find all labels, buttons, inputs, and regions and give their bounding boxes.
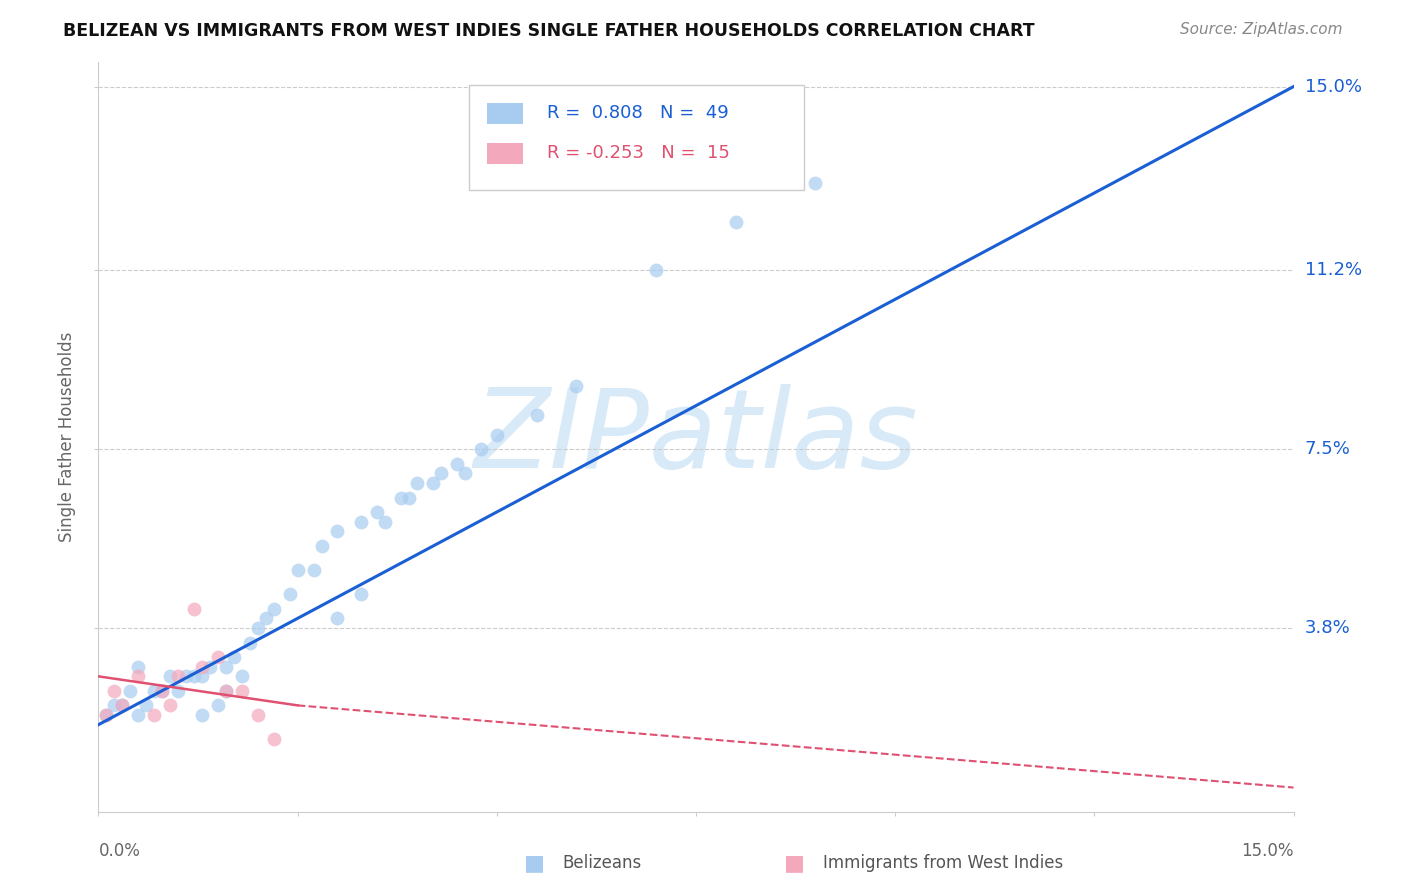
Point	[398, 491, 420, 505]
Point	[422, 475, 444, 490]
Point	[207, 650, 229, 665]
Point	[215, 684, 238, 698]
Point	[724, 215, 747, 229]
Point	[326, 611, 349, 625]
Point	[254, 611, 277, 625]
Point	[430, 467, 453, 481]
Point	[191, 669, 214, 683]
Point	[150, 684, 173, 698]
Point	[222, 650, 245, 665]
Text: 0.0%: 0.0%	[98, 842, 141, 860]
Point	[350, 587, 373, 601]
Point	[135, 698, 157, 713]
Text: R = -0.253   N =  15: R = -0.253 N = 15	[547, 145, 730, 162]
Point	[111, 698, 134, 713]
Point	[191, 708, 214, 723]
Text: 15.0%: 15.0%	[1305, 78, 1361, 95]
Point	[183, 669, 205, 683]
Point	[526, 409, 548, 423]
Point	[215, 659, 238, 673]
Point	[231, 669, 253, 683]
Point	[470, 442, 492, 457]
Point	[389, 491, 412, 505]
Point	[366, 505, 388, 519]
Point	[231, 684, 253, 698]
Point	[326, 524, 349, 539]
Point	[103, 698, 125, 713]
Point	[454, 467, 477, 481]
Point	[446, 457, 468, 471]
Point	[374, 515, 396, 529]
Text: ZIPatlas: ZIPatlas	[474, 384, 918, 491]
Point	[96, 708, 118, 723]
Text: R =  0.808   N =  49: R = 0.808 N = 49	[547, 104, 728, 122]
Point	[485, 427, 508, 442]
Point	[150, 684, 173, 698]
Point	[120, 684, 142, 698]
Point	[96, 708, 118, 723]
Point	[302, 563, 325, 577]
Text: Belizeans: Belizeans	[562, 855, 641, 872]
Point	[111, 698, 134, 713]
Point	[645, 263, 668, 277]
Text: 3.8%: 3.8%	[1305, 619, 1350, 637]
Text: Source: ZipAtlas.com: Source: ZipAtlas.com	[1180, 22, 1343, 37]
Point	[174, 669, 197, 683]
Point	[183, 601, 205, 615]
Point	[263, 601, 285, 615]
Point	[127, 659, 149, 673]
Point	[215, 684, 238, 698]
Text: 15.0%: 15.0%	[1241, 842, 1294, 860]
FancyBboxPatch shape	[470, 85, 804, 190]
Point	[103, 684, 125, 698]
Point	[804, 176, 827, 190]
Point	[127, 669, 149, 683]
Point	[167, 684, 190, 698]
Point	[239, 635, 262, 649]
Point	[311, 539, 333, 553]
Point	[565, 379, 588, 393]
Point	[278, 587, 301, 601]
Text: 11.2%: 11.2%	[1305, 261, 1362, 279]
Y-axis label: Single Father Households: Single Father Households	[58, 332, 76, 542]
Point	[350, 515, 373, 529]
Text: 7.5%: 7.5%	[1305, 440, 1351, 458]
Point	[207, 698, 229, 713]
Text: ■: ■	[785, 854, 804, 873]
Text: BELIZEAN VS IMMIGRANTS FROM WEST INDIES SINGLE FATHER HOUSEHOLDS CORRELATION CHA: BELIZEAN VS IMMIGRANTS FROM WEST INDIES …	[63, 22, 1035, 40]
Text: Immigrants from West Indies: Immigrants from West Indies	[823, 855, 1063, 872]
Point	[159, 698, 181, 713]
Point	[167, 669, 190, 683]
Point	[263, 732, 285, 747]
Point	[143, 684, 166, 698]
Point	[287, 563, 309, 577]
Bar	[486, 143, 523, 163]
Text: ■: ■	[524, 854, 544, 873]
Point	[143, 708, 166, 723]
Point	[159, 669, 181, 683]
Bar	[486, 103, 523, 124]
Point	[246, 708, 269, 723]
Point	[127, 708, 149, 723]
Point	[406, 475, 429, 490]
Point	[198, 659, 221, 673]
Point	[191, 659, 214, 673]
Point	[246, 621, 269, 635]
